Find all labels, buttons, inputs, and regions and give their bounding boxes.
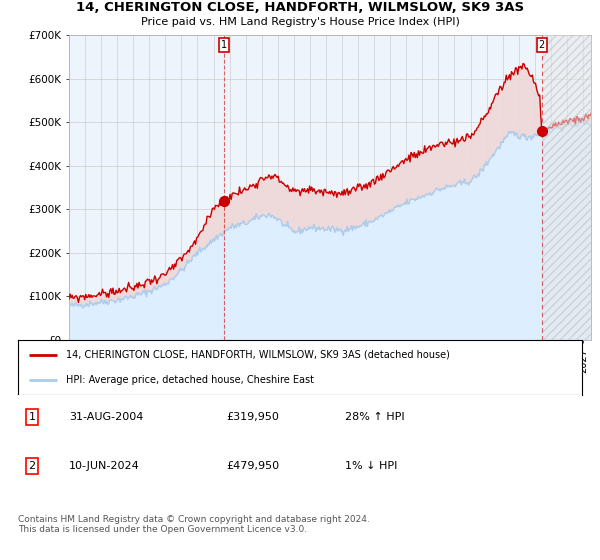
Bar: [542, 35, 591, 340]
Text: 14, CHERINGTON CLOSE, HANDFORTH, WILMSLOW, SK9 3AS: 14, CHERINGTON CLOSE, HANDFORTH, WILMSLO…: [76, 1, 524, 14]
Text: 28% ↑ HPI: 28% ↑ HPI: [345, 412, 405, 422]
Text: 14, CHERINGTON CLOSE, HANDFORTH, WILMSLOW, SK9 3AS (detached house): 14, CHERINGTON CLOSE, HANDFORTH, WILMSLO…: [66, 350, 450, 360]
Text: 1: 1: [29, 412, 35, 422]
Text: 10-JUN-2024: 10-JUN-2024: [69, 461, 140, 472]
Text: 1% ↓ HPI: 1% ↓ HPI: [345, 461, 397, 472]
Text: 31-AUG-2004: 31-AUG-2004: [69, 412, 143, 422]
Text: £319,950: £319,950: [227, 412, 280, 422]
Text: Price paid vs. HM Land Registry's House Price Index (HPI): Price paid vs. HM Land Registry's House …: [140, 17, 460, 27]
Text: HPI: Average price, detached house, Cheshire East: HPI: Average price, detached house, Ches…: [66, 375, 314, 385]
Text: 1: 1: [221, 40, 227, 50]
Text: Contains HM Land Registry data © Crown copyright and database right 2024.
This d: Contains HM Land Registry data © Crown c…: [18, 515, 370, 534]
Text: 2: 2: [539, 40, 545, 50]
Text: £479,950: £479,950: [227, 461, 280, 472]
Text: 2: 2: [29, 461, 35, 472]
